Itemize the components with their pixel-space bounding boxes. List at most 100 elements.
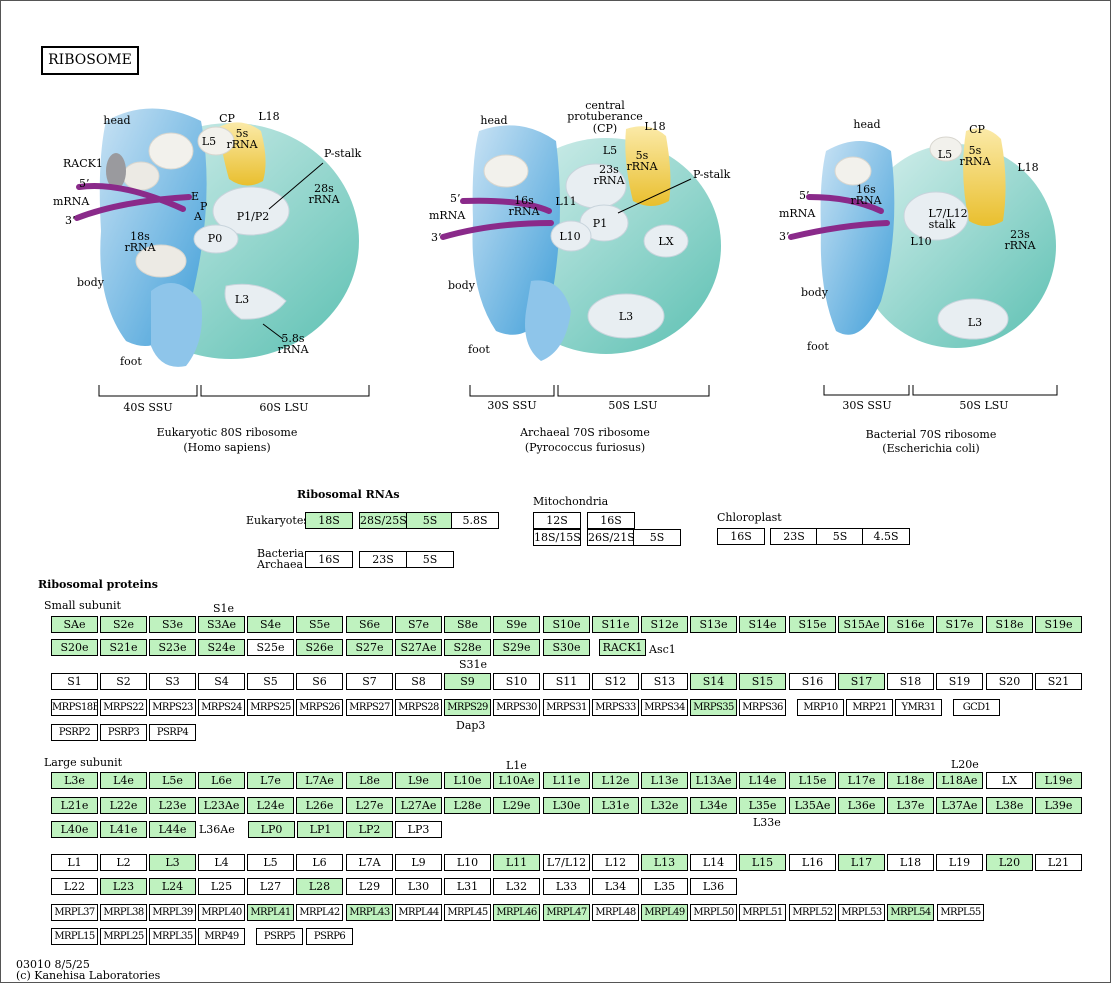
rrna-box[interactable]: 12S — [533, 512, 581, 529]
protein-box[interactable]: L5 — [247, 854, 294, 871]
protein-box[interactable]: S1 — [51, 673, 98, 690]
protein-box[interactable]: L10Ae — [493, 772, 540, 789]
protein-box[interactable]: MRPS33 — [592, 699, 639, 716]
protein-box[interactable]: L21 — [1035, 854, 1082, 871]
protein-box[interactable]: L32 — [493, 878, 540, 895]
protein-box[interactable]: L18e — [887, 772, 934, 789]
protein-box[interactable]: L34e — [690, 797, 737, 814]
protein-box[interactable]: MRPL41 — [247, 904, 294, 921]
protein-box[interactable]: L14e — [739, 772, 786, 789]
protein-box[interactable]: MRPL25 — [100, 928, 147, 945]
protein-box[interactable]: S11e — [592, 616, 639, 633]
protein-box[interactable]: L7e — [247, 772, 294, 789]
protein-box[interactable]: MRPL40 — [198, 904, 245, 921]
protein-box[interactable]: L17e — [838, 772, 885, 789]
rrna-box[interactable]: 5.8S — [451, 512, 499, 529]
protein-box[interactable]: L12e — [592, 772, 639, 789]
protein-box[interactable]: S9e — [493, 616, 540, 633]
protein-box[interactable]: L1 — [51, 854, 98, 871]
protein-box[interactable]: L27e — [346, 797, 393, 814]
protein-box[interactable]: S12 — [592, 673, 639, 690]
protein-box[interactable]: L10 — [444, 854, 491, 871]
protein-box[interactable]: L7A — [346, 854, 393, 871]
protein-box[interactable]: S7 — [346, 673, 393, 690]
protein-box[interactable]: S26e — [296, 639, 343, 656]
protein-box[interactable]: S24e — [198, 639, 245, 656]
rrna-box[interactable]: 4.5S — [862, 528, 910, 545]
protein-box[interactable]: S5e — [296, 616, 343, 633]
protein-box[interactable]: PSRP4 — [149, 724, 196, 741]
protein-box[interactable]: S10e — [543, 616, 590, 633]
protein-box[interactable]: S25e — [247, 639, 294, 656]
protein-box[interactable]: MRPL49 — [641, 904, 688, 921]
protein-box[interactable]: L41e — [100, 821, 147, 838]
protein-box[interactable]: L22 — [51, 878, 98, 895]
protein-box[interactable]: L15e — [789, 772, 836, 789]
protein-box[interactable]: S20e — [51, 639, 98, 656]
protein-box[interactable]: MRPS29 — [444, 699, 491, 716]
protein-box[interactable]: S8e — [444, 616, 491, 633]
protein-box[interactable]: L21e — [51, 797, 98, 814]
protein-box[interactable]: MRPS27 — [346, 699, 393, 716]
protein-box[interactable]: L24e — [247, 797, 294, 814]
protein-box[interactable]: S3Ae — [198, 616, 245, 633]
protein-box[interactable]: S18e — [986, 616, 1033, 633]
protein-box[interactable]: S28e — [444, 639, 491, 656]
protein-box[interactable]: MRPL54 — [887, 904, 934, 921]
protein-box[interactable]: S17e — [936, 616, 983, 633]
protein-box[interactable]: L7/L12 — [543, 854, 590, 871]
protein-box[interactable]: L3e — [51, 772, 98, 789]
protein-box[interactable]: L29 — [346, 878, 393, 895]
protein-box[interactable]: L4 — [198, 854, 245, 871]
protein-box[interactable]: GCD1 — [953, 699, 1000, 716]
protein-box[interactable]: MRPL47 — [543, 904, 590, 921]
protein-box[interactable]: S21 — [1035, 673, 1082, 690]
protein-box[interactable]: L44e — [149, 821, 196, 838]
protein-box[interactable]: L36e — [838, 797, 885, 814]
protein-box[interactable]: MRPS22 — [100, 699, 147, 716]
protein-box[interactable]: S4e — [247, 616, 294, 633]
protein-box[interactable]: MRPL45 — [444, 904, 491, 921]
protein-box[interactable]: L13e — [641, 772, 688, 789]
rrna-box[interactable]: 5S — [633, 529, 681, 546]
protein-box[interactable]: L40e — [51, 821, 98, 838]
rrna-box[interactable]: 5S — [816, 528, 864, 545]
rrna-box[interactable]: 16S — [305, 551, 353, 568]
protein-box[interactable]: S23e — [149, 639, 196, 656]
protein-box[interactable]: MRP21 — [846, 699, 893, 716]
protein-box[interactable]: MRPS24 — [198, 699, 245, 716]
protein-box[interactable]: L39e — [1035, 797, 1082, 814]
protein-box[interactable]: LP1 — [297, 821, 344, 838]
protein-box[interactable]: L13 — [641, 854, 688, 871]
protein-box[interactable]: RACK1 — [599, 639, 646, 656]
protein-box[interactable]: LP0 — [248, 821, 295, 838]
protein-box[interactable]: L6 — [296, 854, 343, 871]
protein-box[interactable]: MRPL39 — [149, 904, 196, 921]
protein-box[interactable]: L15 — [739, 854, 786, 871]
protein-box[interactable]: L22e — [100, 797, 147, 814]
protein-box[interactable]: L30e — [543, 797, 590, 814]
protein-box[interactable]: MRPL44 — [395, 904, 442, 921]
protein-box[interactable]: S5 — [247, 673, 294, 690]
protein-box[interactable]: MRP49 — [198, 928, 245, 945]
protein-box[interactable]: L35Ae — [789, 797, 836, 814]
protein-box[interactable]: S8 — [395, 673, 442, 690]
protein-box[interactable]: L27 — [247, 878, 294, 895]
protein-box[interactable]: L4e — [100, 772, 147, 789]
protein-box[interactable]: L9 — [395, 854, 442, 871]
protein-box[interactable]: L23e — [149, 797, 196, 814]
protein-box[interactable]: L18Ae — [936, 772, 983, 789]
protein-box[interactable]: S16e — [887, 616, 934, 633]
protein-box[interactable]: S27Ae — [395, 639, 442, 656]
protein-box[interactable]: L30 — [395, 878, 442, 895]
protein-box[interactable]: PSRP3 — [100, 724, 147, 741]
protein-box[interactable]: L31e — [592, 797, 639, 814]
protein-box[interactable]: S14e — [739, 616, 786, 633]
rrna-box[interactable]: 16S — [587, 512, 635, 529]
protein-box[interactable]: MRPS28 — [395, 699, 442, 716]
protein-box[interactable]: MRPL55 — [937, 904, 984, 921]
protein-box[interactable]: S15e — [789, 616, 836, 633]
protein-box[interactable]: MRPS31 — [543, 699, 590, 716]
protein-box[interactable]: L20 — [986, 854, 1033, 871]
protein-box[interactable]: S19 — [936, 673, 983, 690]
